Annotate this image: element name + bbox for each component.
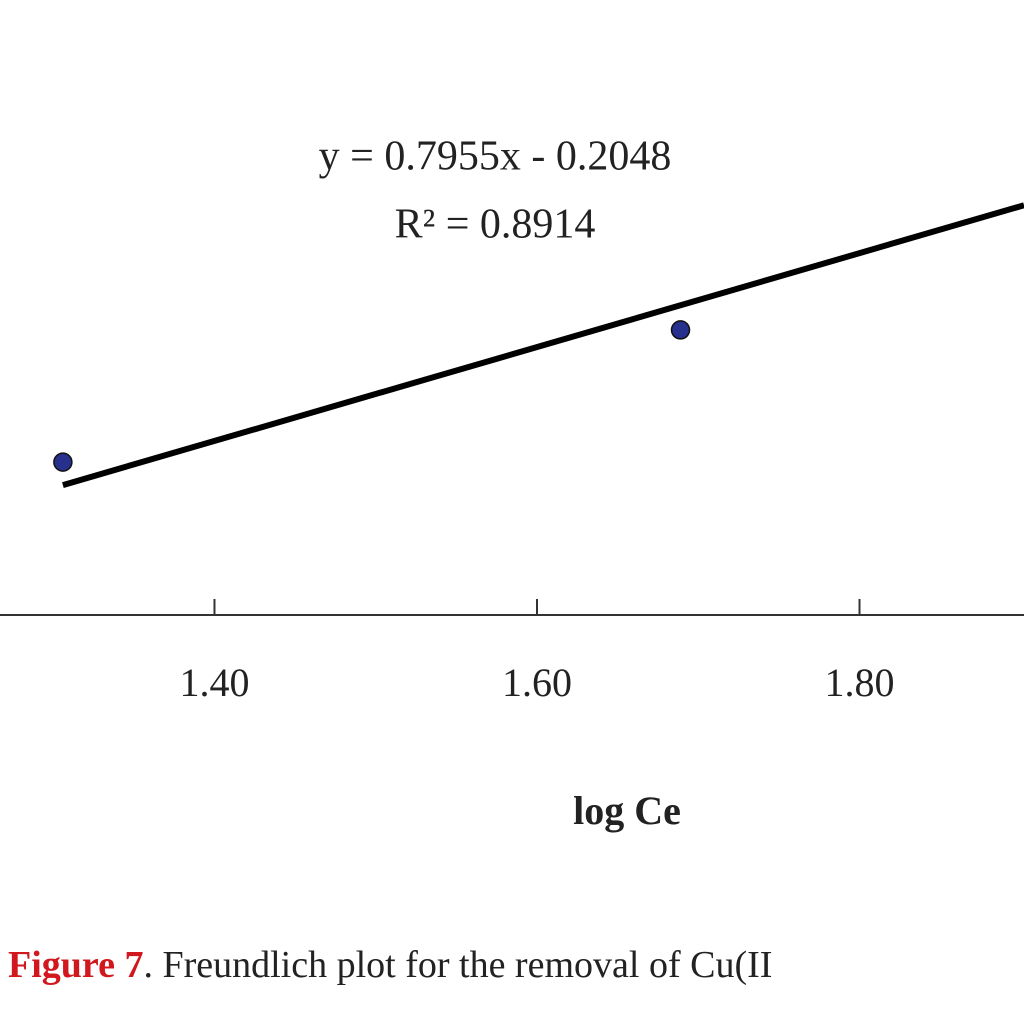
x-axis-label: log Ce (573, 788, 681, 833)
data-point (670, 320, 691, 340)
x-tick-label: 1.60 (502, 660, 572, 705)
caption-text: . Freundlich plot for the removal of Cu(… (143, 944, 772, 986)
caption: Figure 7. Freundlich plot for the remova… (8, 944, 772, 986)
r-squared: R² = 0.8914 (395, 202, 596, 248)
trendline-equation: y = 0.7955x - 0.2048 (319, 134, 672, 180)
x-tick-label: 1.80 (825, 660, 895, 705)
data-point (53, 452, 73, 472)
caption-label: Figure 7 (8, 944, 143, 986)
x-tick-label: 1.40 (179, 660, 249, 705)
trendline (62, 202, 1024, 488)
